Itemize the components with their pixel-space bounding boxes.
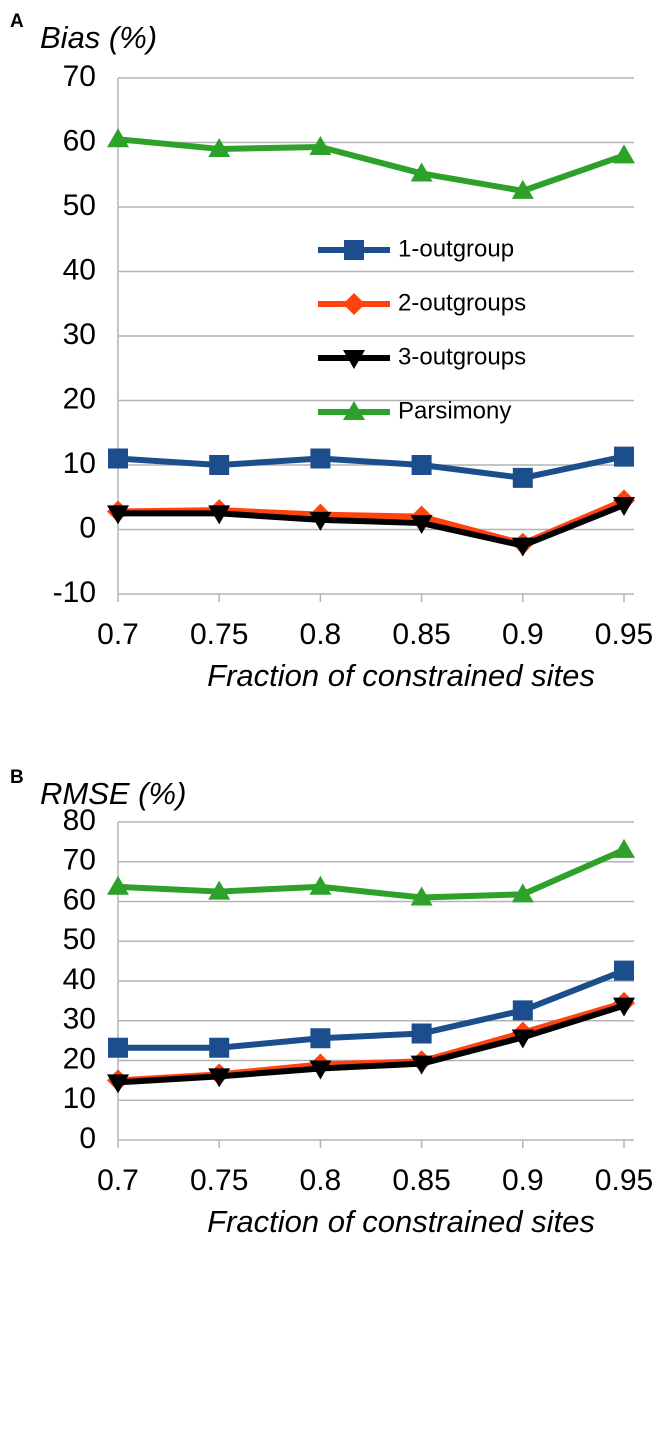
series-line [117, 847, 626, 901]
series-line [117, 136, 625, 194]
data-point [108, 1037, 128, 1058]
data-point [309, 875, 332, 895]
legend-label: Parsimony [398, 397, 511, 424]
x-tick-label: 0.85 [392, 1164, 450, 1197]
data-point [512, 1000, 533, 1021]
x-tick-label: 0.7 [97, 1164, 139, 1197]
data-point [107, 875, 129, 895]
x-tick-label: 0.75 [190, 1164, 248, 1197]
legend-label: 1-outgroup [398, 235, 514, 262]
x-axis-title: Fraction of constrained sites [207, 1204, 595, 1239]
data-point [410, 1055, 433, 1075]
x-tick-label: 0.8 [300, 1164, 342, 1197]
axis-title: Bias (%) [40, 20, 157, 55]
y-tick-label: 50 [63, 189, 96, 222]
data-point [613, 496, 635, 516]
x-tick-label: 0.95 [595, 1164, 653, 1197]
legend-label: 2-outgroups [398, 289, 526, 316]
y-tick-label: 40 [63, 253, 96, 286]
data-point [614, 960, 634, 981]
data-point [511, 179, 534, 199]
data-point [108, 448, 128, 469]
y-tick-label: 50 [63, 923, 96, 956]
legend-marker [344, 240, 364, 260]
legend-marker [343, 401, 365, 420]
y-tick-label: 30 [63, 1003, 96, 1036]
y-tick-label: 20 [63, 382, 96, 415]
data-point [208, 137, 231, 157]
y-tick-label: 10 [63, 1082, 96, 1115]
data-point [512, 467, 533, 488]
x-tick-label: 0.95 [595, 618, 653, 651]
y-tick-label: 60 [63, 883, 96, 916]
x-tick-label: 0.75 [190, 618, 248, 651]
panel-label: A [10, 11, 24, 32]
data-point [310, 448, 331, 469]
data-point [309, 136, 332, 156]
data-point [209, 455, 230, 475]
axis-title: RMSE (%) [40, 776, 186, 811]
data-point [208, 1068, 231, 1088]
legend-label: 3-outgroups [398, 343, 526, 370]
x-tick-label: 0.85 [392, 618, 450, 651]
x-axis-title: Fraction of constrained sites [207, 658, 595, 693]
y-tick-label: 70 [63, 60, 96, 93]
data-point [410, 162, 433, 182]
data-point [107, 1074, 129, 1094]
data-point [107, 505, 129, 525]
y-tick-label: 10 [63, 447, 96, 480]
data-point [613, 997, 635, 1017]
y-tick-label: 0 [79, 511, 96, 544]
data-point [511, 537, 534, 557]
data-point [208, 880, 231, 900]
data-point [410, 886, 433, 906]
y-tick-label: 30 [63, 318, 96, 351]
y-tick-label: 20 [63, 1042, 96, 1075]
y-tick-label: 0 [79, 1122, 96, 1155]
series-line [117, 1002, 625, 1086]
y-tick-label: 80 [63, 804, 96, 837]
y-tick-label: 40 [63, 963, 96, 996]
x-tick-label: 0.9 [502, 618, 544, 651]
legend-marker [343, 350, 365, 369]
data-point [310, 1028, 331, 1049]
data-point [209, 1037, 230, 1058]
data-point [309, 1060, 332, 1080]
data-point [411, 1023, 432, 1044]
data-point [208, 505, 231, 525]
y-tick-label: -10 [53, 576, 96, 609]
data-point [410, 515, 433, 535]
x-tick-label: 0.9 [502, 1164, 544, 1197]
series-line [117, 453, 625, 481]
data-point [511, 1029, 534, 1049]
data-point [107, 128, 129, 148]
data-point [411, 455, 432, 475]
data-point [613, 144, 635, 164]
series-line [118, 502, 626, 549]
y-tick-label: 70 [63, 844, 96, 877]
data-point [613, 838, 635, 858]
data-point [511, 883, 534, 903]
data-point [309, 511, 332, 531]
legend-marker [343, 293, 365, 315]
x-tick-label: 0.8 [300, 618, 342, 651]
x-tick-label: 0.7 [97, 618, 139, 651]
series-line [118, 967, 626, 1051]
panel-label: B [10, 767, 24, 788]
data-point [614, 446, 634, 467]
y-tick-label: 60 [63, 124, 96, 157]
